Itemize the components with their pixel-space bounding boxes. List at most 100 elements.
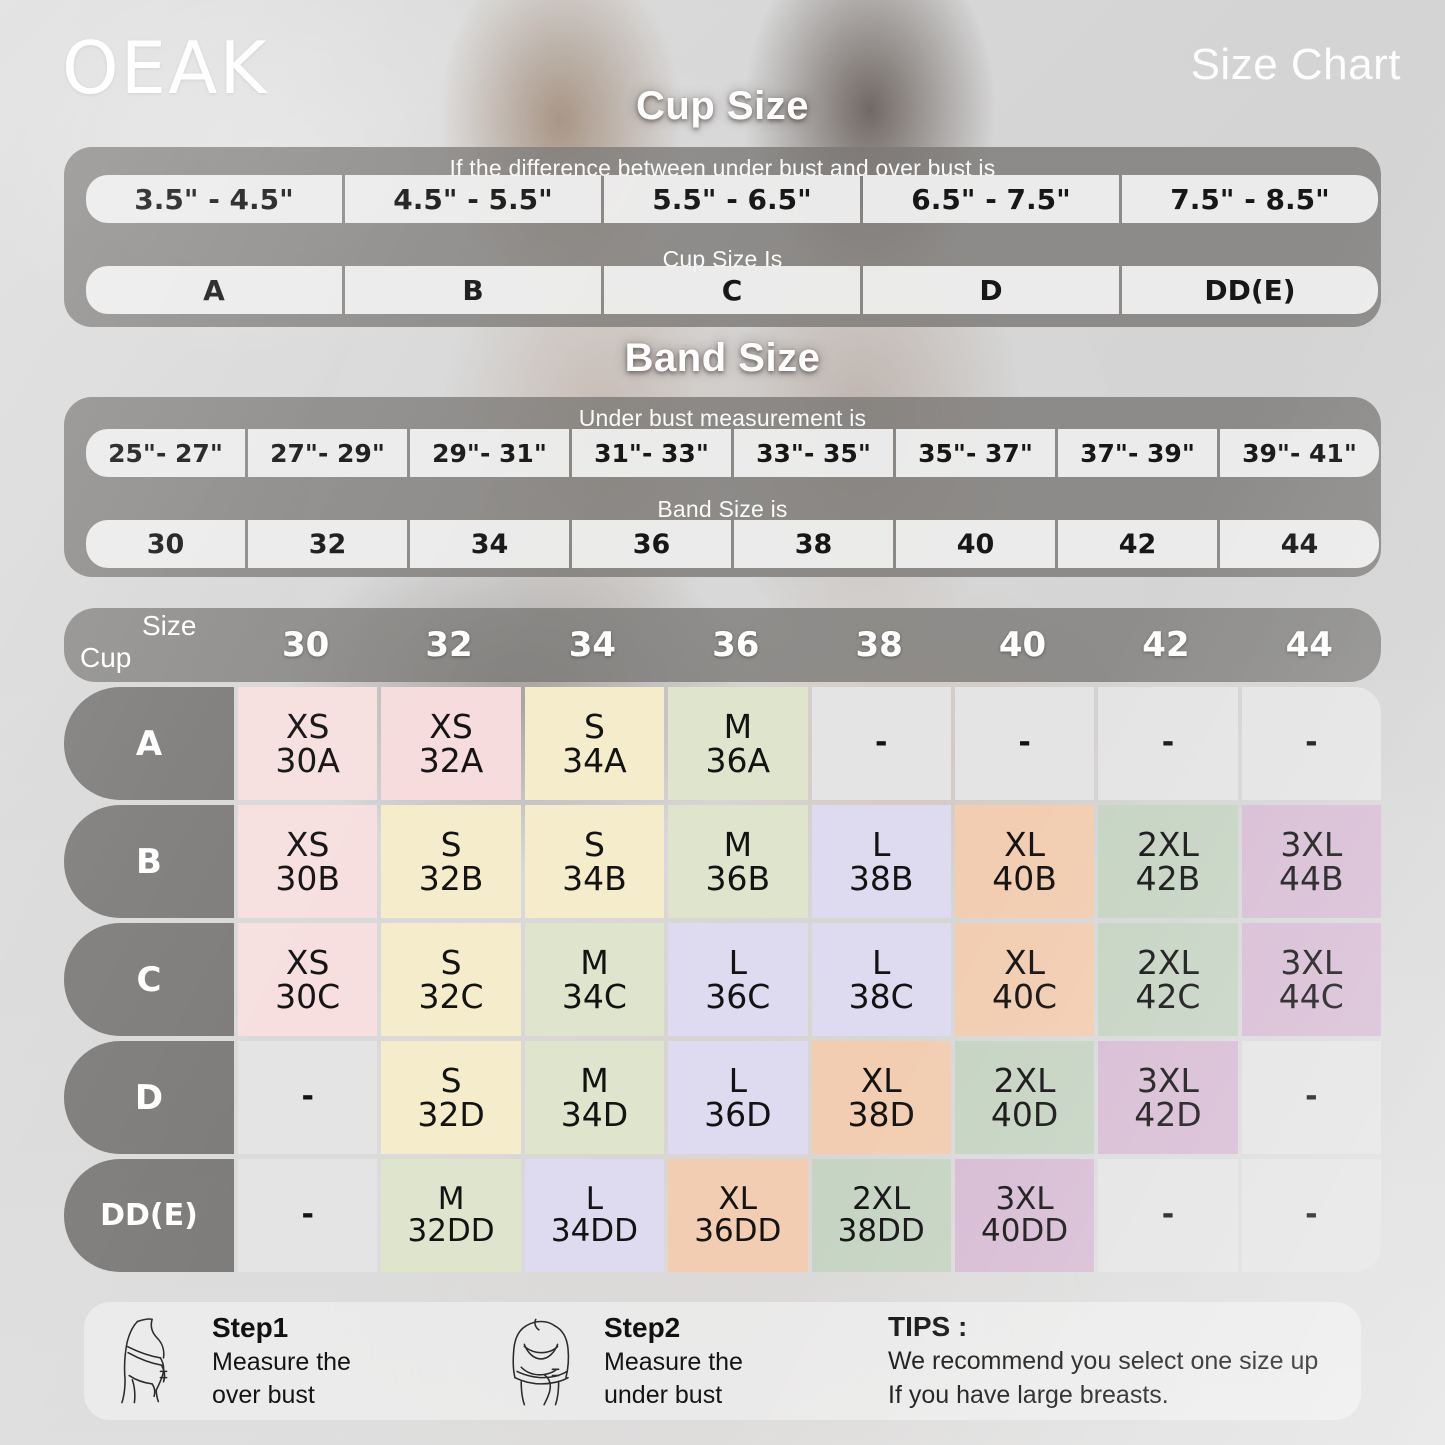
band-value-cell-0: 30 (86, 520, 245, 568)
cell-size-code: 34B (562, 858, 627, 898)
band-value-cell-3: 36 (572, 520, 731, 568)
matrix-cell-B-40: XL 40B (954, 805, 1095, 918)
cell-size-letter: M (580, 942, 609, 982)
cell-size-code: 44B (1278, 858, 1344, 898)
matrix-cell-A-30: XS 30A (238, 687, 378, 800)
band-value-cell-2: 34 (410, 520, 569, 568)
matrix-cell-DDE-36: XL 36DD (668, 1159, 808, 1272)
cell-size-letter: XL (860, 1060, 902, 1100)
matrix-cell-C-42: 2XL 42C (1098, 923, 1238, 1036)
band-value-label: Band Size is (657, 496, 788, 522)
matrix-cell-D-42: 3XL 42D (1098, 1041, 1238, 1154)
band-measurement-cell-1: 27"- 29" (248, 429, 407, 477)
matrix-col-header-32: 32 (425, 625, 473, 665)
matrix-cell-DDE-42: - (1098, 1159, 1238, 1272)
matrix-row-DDE: DD(E) - M 32DD L 34DD XL 36DD 2XL 38DD 3XL 40DD - - (64, 1159, 1381, 1272)
cup-measurement-cell-3: 6.5" - 7.5" (863, 175, 1119, 223)
matrix-header-row: Size Cup 30 32 34 36 38 40 42 44 (64, 608, 1381, 682)
band-size-heading: Band Size (624, 336, 821, 380)
step2-line2: under bust (604, 1381, 723, 1409)
step1-line1: Measure the (212, 1347, 351, 1376)
matrix-cell-DDE-44: - (1241, 1159, 1381, 1272)
matrix-cell-DDE-30: - (238, 1159, 378, 1272)
cup-measurement-cell-4: 7.5" - 8.5" (1122, 175, 1378, 223)
matrix-row-A: A XS 30A XS 32A S 34A M 36A - - - - (64, 687, 1381, 800)
matrix-cell-C-30: XS 30C (238, 923, 378, 1036)
band-measurement-cell-4: 33"- 35" (734, 429, 893, 477)
step2-block: Step2 Measure the under bust (490, 1309, 862, 1413)
step1-text: Step1 Measure the over bust (212, 1312, 351, 1411)
matrix-row-label-D: D (64, 1041, 234, 1154)
cell-size-code: 36A (705, 740, 771, 780)
cup-value-row: A B C D DD(E) (86, 266, 1378, 314)
cell-size-code: 40D (990, 1094, 1059, 1134)
cup-value-cell-1: B (345, 266, 601, 314)
footer-bar: Step1 Measure the over bust (84, 1302, 1361, 1420)
corner-cup-label: Cup (80, 642, 132, 673)
cell-size-letter: L (871, 942, 891, 982)
cell-size-code: 30B (275, 858, 340, 898)
band-measurement-cell-3: 31"- 33" (572, 429, 731, 477)
brand-logo: OEAK (62, 26, 269, 110)
cell-size-code: 42B (1135, 858, 1201, 898)
matrix-cell-C-44: 3XL 44C (1241, 923, 1381, 1036)
tips-line2: If you have large breasts. (888, 1381, 1169, 1409)
cell-size-letter: L (728, 942, 747, 982)
cell-size-code: 34C (561, 976, 627, 1016)
band-value-cell-7: 44 (1220, 520, 1379, 568)
matrix-cell-C-38: L 38C (811, 923, 951, 1036)
matrix-body: A XS 30A XS 32A S 34A M 36A - - - - B XS 30B S 32B S 34B M 36… (64, 687, 1381, 1272)
cell-size-code: 38C (848, 976, 914, 1016)
cup-size-heading: Cup Size (636, 84, 809, 128)
cell-size-letter: XL (1004, 824, 1046, 864)
page-title: Size Chart (1190, 40, 1401, 89)
matrix-col-header-40: 40 (998, 625, 1047, 665)
cell-size-code: 32B (418, 858, 484, 898)
cell-size-code: 30A (275, 740, 340, 780)
cell-size-code: 36D (704, 1094, 772, 1134)
cell-size-code: 32C (418, 976, 484, 1016)
cell-size-code: 38B (848, 858, 914, 898)
cell-size-letter: XS (285, 706, 330, 746)
cell-size-letter: M (580, 1060, 609, 1100)
matrix-cell-D-30: - (238, 1041, 378, 1154)
matrix-row-label-A: A (64, 687, 234, 800)
cell-size-letter: 3XL (1280, 824, 1343, 864)
empty-dash: - (301, 1079, 314, 1115)
corner-size-label: Size (142, 610, 197, 641)
matrix-cell-C-36: L 36C (668, 923, 808, 1036)
step2-line1: Measure the (604, 1347, 743, 1376)
cell-size-letter: S (440, 942, 462, 982)
empty-dash: - (874, 725, 888, 761)
cell-size-code: 44C (1278, 976, 1344, 1016)
matrix-row-B: B XS 30B S 32B S 34B M 36B L 38B XL 40B 2XL 42B 3XL 44B (64, 805, 1381, 918)
matrix-cell-D-40: 2XL 40D (954, 1041, 1095, 1154)
cup-measurement-cell-1: 4.5" - 5.5" (345, 175, 601, 223)
cell-size-code: 40C (992, 976, 1058, 1016)
matrix-col-header-44: 44 (1285, 625, 1333, 665)
band-value-cell-5: 40 (896, 520, 1055, 568)
cell-size-letter: S (440, 824, 462, 864)
cell-size-letter: XS (285, 942, 330, 982)
empty-dash: - (1161, 1197, 1175, 1233)
step1-block: Step1 Measure the over bust (98, 1309, 490, 1413)
cell-size-code: 32A (418, 740, 484, 780)
under-bust-measure-icon (490, 1309, 594, 1413)
band-value-cell-1: 32 (248, 520, 407, 568)
cup-value-cell-2: C (604, 266, 860, 314)
cell-size-letter: 2XL (1136, 942, 1199, 982)
matrix-cell-A-38: - (811, 687, 951, 800)
band-measurement-cell-6: 37"- 39" (1058, 429, 1217, 477)
empty-dash: - (1161, 725, 1175, 761)
matrix-row-label-B: B (64, 805, 234, 918)
matrix-cell-B-34: S 34B (524, 805, 665, 918)
matrix-cell-A-34: S 34A (524, 687, 665, 800)
matrix-cell-C-34: M 34C (524, 923, 665, 1036)
matrix-cell-DDE-32: M 32DD (381, 1159, 521, 1272)
matrix-cell-A-40: - (954, 687, 1095, 800)
size-matrix: Size Cup 30 32 34 36 38 40 42 44 A XS 30A XS 32A S 34… (64, 608, 1381, 1272)
matrix-cell-A-32: XS 32A (381, 687, 521, 800)
step1-line2: over bust (212, 1381, 315, 1409)
matrix-cell-B-42: 2XL 42B (1098, 805, 1238, 918)
